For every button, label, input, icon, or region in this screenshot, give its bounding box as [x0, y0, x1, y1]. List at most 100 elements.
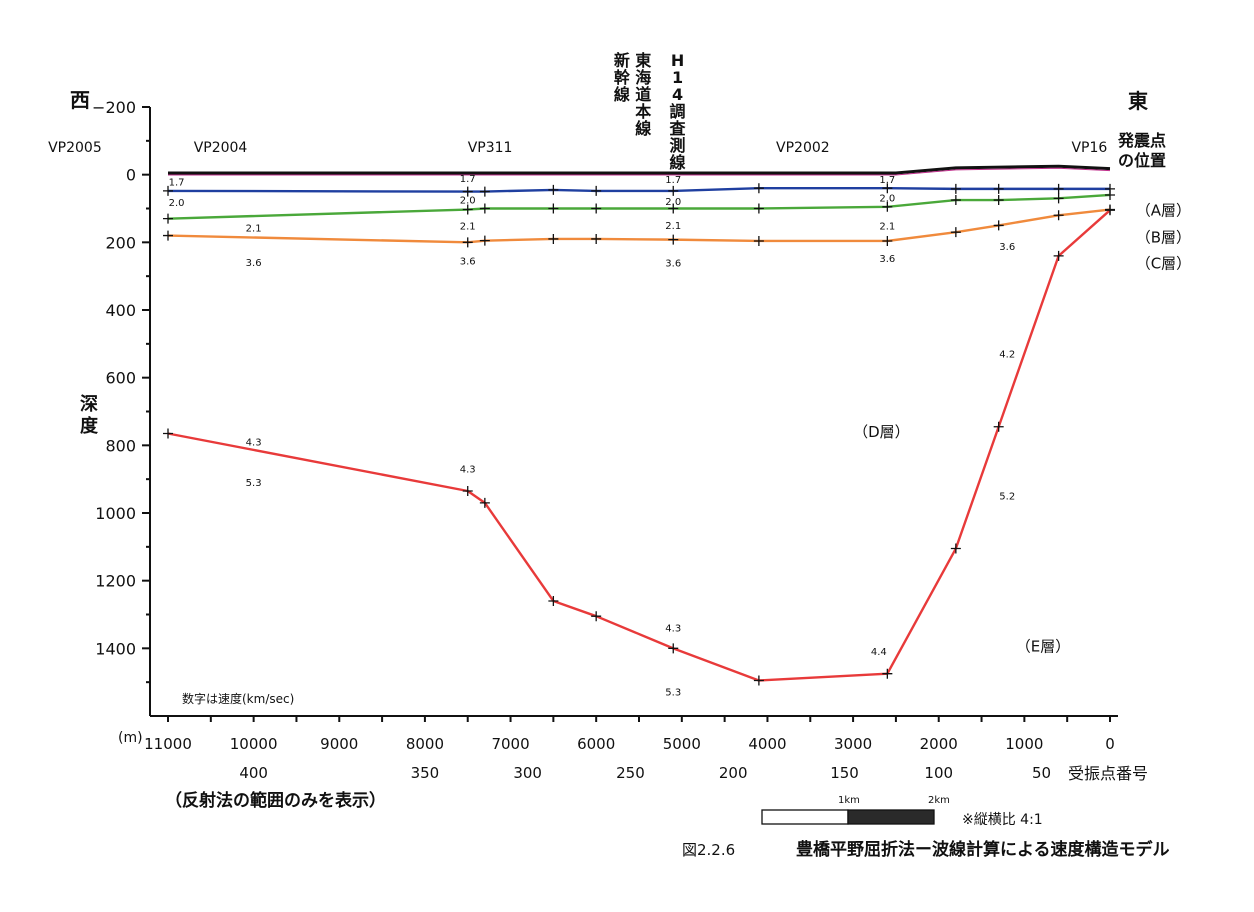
point-marker-D: [753, 675, 764, 686]
shot-point-VP16: VP16: [1071, 140, 1107, 156]
velocity-label: 2.0: [665, 197, 681, 208]
velocity-label: 4.3: [460, 464, 476, 475]
x-tick-label: 9000: [320, 735, 358, 753]
receiver-tick-label: 150: [830, 764, 859, 782]
point-marker-A: [163, 185, 173, 196]
crossing-label-char: 道: [635, 85, 651, 104]
velocity-note: 数字は速度(km/sec): [182, 691, 294, 706]
x-tick-label: 6000: [577, 735, 615, 753]
point-marker-D: [950, 543, 961, 554]
point-marker-D: [548, 595, 559, 606]
east-label: 東: [1128, 89, 1148, 113]
point-marker-B: [1105, 189, 1115, 200]
velocity-label: 1.7: [169, 177, 185, 188]
receiver-tick-label: 350: [411, 764, 440, 782]
point-marker-C: [753, 235, 764, 246]
scale-bar-label-2km: 2km: [928, 795, 950, 806]
surface-underline: [168, 167, 1111, 176]
y-tick-label: −200: [92, 98, 136, 117]
velocity-label: 2.0: [879, 194, 895, 205]
velocity-label: 5.2: [999, 491, 1015, 502]
point-marker-D: [479, 497, 490, 508]
point-marker-D: [993, 421, 1004, 432]
x-tick-label: 11000: [144, 735, 192, 753]
point-marker-A: [993, 183, 1004, 194]
scale-bar-white: [761, 809, 849, 825]
crossing-label-char: 調: [670, 102, 686, 121]
point-marker-B: [591, 203, 602, 214]
velocity-label: 2.0: [169, 198, 185, 209]
point-marker-A: [753, 183, 764, 194]
velocity-label: 2.1: [665, 221, 681, 232]
crossing-label-char: 幹: [614, 68, 631, 87]
point-marker-C: [1053, 210, 1064, 221]
velocity-label: 2.1: [246, 224, 262, 235]
velocity-label: 4.3: [246, 437, 262, 448]
y-axis-label-char: 深: [80, 393, 98, 415]
point-marker-C: [882, 235, 893, 246]
point-marker-B: [993, 195, 1004, 206]
shot-point-VP2004: VP2004: [194, 140, 248, 156]
layer-label: （D層）: [853, 423, 910, 441]
velocity-label: 3.6: [246, 258, 262, 269]
point-marker-A: [591, 185, 602, 196]
x-tick-label: 4000: [748, 735, 786, 753]
point-marker-B: [462, 204, 473, 215]
point-marker-B: [548, 203, 559, 214]
velocity-label: 1.7: [665, 175, 681, 186]
crossing-label-char: 本: [635, 102, 651, 121]
point-marker-B: [479, 203, 490, 214]
point-marker-A: [479, 186, 490, 197]
y-axis-label-char: 度: [80, 415, 99, 437]
point-marker-B: [668, 203, 679, 214]
crossing-label-char: 線: [670, 153, 686, 172]
x-tick-label: 2000: [920, 735, 958, 753]
x-tick-label: 3000: [834, 735, 872, 753]
depth-unit: (m): [118, 730, 143, 746]
point-marker-C: [163, 230, 173, 241]
x-tick-label: 1000: [1005, 735, 1043, 753]
y-tick-label: 1400: [95, 639, 136, 658]
point-marker-D: [882, 668, 893, 679]
y-tick-label: 400: [105, 301, 136, 320]
x-note: （反射法の範囲のみを表示）: [165, 790, 386, 811]
receiver-axis-label: 受振点番号: [1068, 764, 1148, 783]
receiver-tick-label: 250: [616, 764, 645, 782]
velocity-label: 2.1: [879, 221, 895, 232]
y-tick-label: 0: [126, 166, 136, 185]
layer-label: （C層）: [1136, 255, 1191, 273]
point-marker-C: [950, 227, 961, 238]
chart-labels: 西 東 発震点 の位置 (m) 受振点番号 （反射法の範囲のみを表示） 数字は速…: [48, 51, 1191, 860]
receiver-tick-label: 400: [239, 764, 268, 782]
x-tick-label: 8000: [406, 735, 444, 753]
series-lines: [163, 164, 1115, 686]
west-label: 西: [70, 88, 90, 112]
velocity-label: 2.1: [460, 221, 476, 232]
crossing-label-char: 海: [635, 68, 651, 87]
point-marker-D: [462, 486, 473, 497]
crossing-label-char: 線: [614, 85, 630, 104]
velocity-label: 3.6: [460, 256, 476, 267]
receiver-tick-label: 200: [719, 764, 748, 782]
shot-point-label-2: の位置: [1118, 151, 1166, 170]
point-marker-D: [668, 643, 679, 654]
series-line-surface: [168, 164, 1111, 175]
crossing-label-char: 査: [670, 119, 686, 138]
velocity-label: 2.0: [460, 195, 476, 206]
y-tick-label: 200: [105, 233, 136, 252]
figure-number: 図2.2.6: [682, 841, 735, 859]
velocity-label: 4.3: [665, 623, 681, 634]
crossing-label-char: 1: [672, 68, 683, 87]
point-marker-A: [548, 184, 559, 195]
layer-label: （B層）: [1136, 228, 1191, 246]
point-marker-A: [950, 183, 961, 194]
shot-point-label-1: 発震点: [1117, 131, 1166, 150]
point-marker-A: [462, 186, 473, 197]
crossing-label-char: 東: [635, 51, 651, 70]
receiver-tick-label: 50: [1032, 764, 1051, 782]
point-marker-D: [163, 428, 173, 439]
y-tick-label: 800: [105, 436, 136, 455]
x-tick-label: 10000: [230, 735, 278, 753]
